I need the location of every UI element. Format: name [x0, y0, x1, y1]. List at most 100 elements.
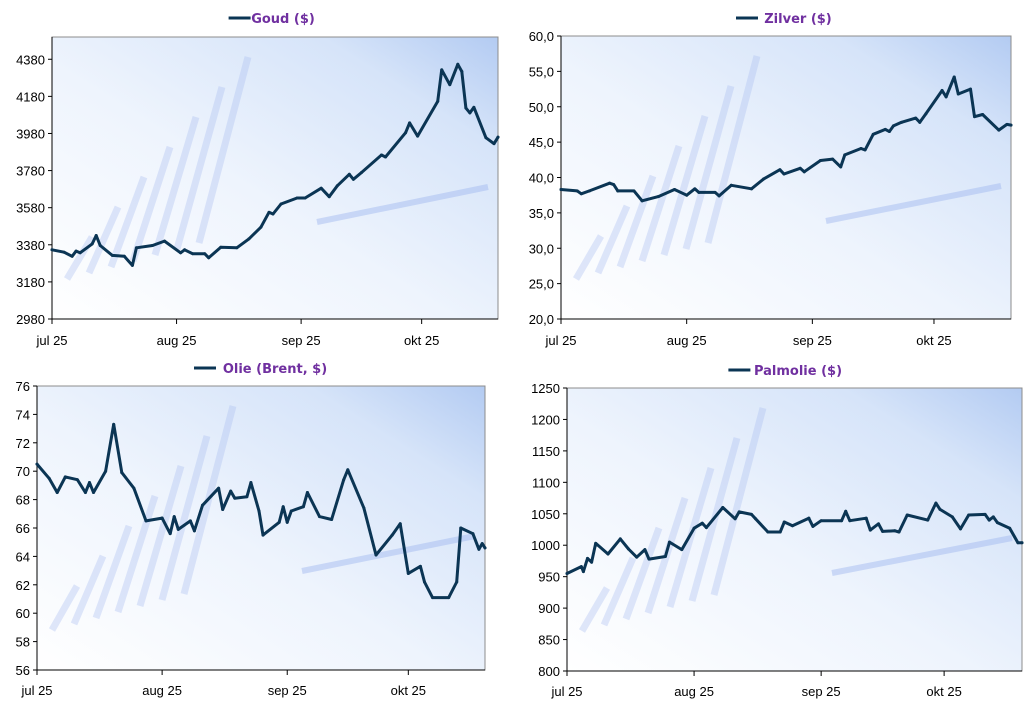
data-point [347, 172, 351, 176]
data-point [944, 95, 948, 99]
y-tick-label: 1250 [531, 381, 560, 396]
background-bar [594, 204, 631, 275]
background-bar [616, 174, 657, 269]
data-point [267, 210, 271, 214]
chart-title: Olie (Brent, $) [223, 362, 327, 377]
data-point [346, 468, 350, 472]
data-point [422, 580, 426, 584]
data-point [120, 471, 124, 475]
y-tick-label: 1200 [531, 412, 560, 427]
y-tick-label: 1150 [532, 444, 560, 459]
data-point [938, 507, 942, 511]
data-point [130, 263, 134, 267]
y-tick-label: 62 [16, 578, 30, 593]
data-point [778, 530, 782, 534]
data-point [893, 529, 897, 533]
data-point [203, 252, 207, 256]
series-line [50, 62, 500, 267]
data-point [997, 128, 1001, 132]
data-point [967, 513, 971, 517]
data-point [802, 170, 806, 174]
data-point [83, 491, 87, 494]
data-point [778, 168, 782, 172]
background-streak [831, 535, 1013, 576]
data-point [807, 516, 811, 520]
background-bar [158, 435, 211, 601]
background-bar [710, 407, 767, 596]
data-point [844, 509, 848, 513]
data-point [968, 87, 972, 91]
data-point [257, 509, 261, 513]
data-point [883, 127, 887, 131]
data-point [447, 596, 451, 600]
data-point [477, 547, 481, 551]
plot-background [52, 37, 498, 319]
data-point [952, 75, 956, 79]
background-bar [70, 554, 107, 626]
y-tick-label: 66 [16, 521, 30, 536]
data-point [416, 134, 420, 138]
background-bar [682, 85, 735, 250]
y-tick-label: 74 [16, 407, 30, 422]
data-point [692, 526, 696, 530]
background-bar [173, 86, 226, 250]
y-tick-label: 1000 [531, 538, 560, 553]
data-point [168, 532, 172, 536]
data-point [1020, 541, 1024, 545]
y-tick-label: 70 [16, 464, 30, 479]
data-point [35, 462, 39, 466]
y-tick-label: 64 [16, 549, 30, 564]
data-point [729, 183, 733, 187]
data-point [647, 557, 651, 561]
data-point [973, 115, 977, 119]
data-point [782, 520, 786, 524]
data-point [1016, 541, 1020, 545]
data-point [50, 248, 54, 252]
data-point [132, 486, 136, 490]
data-point [351, 177, 355, 181]
x-tick-label: aug 25 [142, 683, 182, 698]
background-bar [578, 586, 611, 633]
data-point [63, 475, 67, 479]
data-point [766, 530, 770, 534]
y-tick-label: 45,0 [529, 135, 554, 150]
data-point [259, 225, 263, 229]
y-tick-label: 50,0 [529, 100, 554, 115]
data-point [112, 422, 116, 426]
data-point [359, 171, 363, 175]
x-tick-label: sep 25 [282, 333, 321, 348]
data-point [75, 478, 79, 482]
data-point [448, 83, 452, 87]
y-tick-label: 3780 [16, 164, 45, 179]
data-point [673, 188, 677, 192]
background-bar [114, 494, 159, 614]
data-point [839, 165, 843, 169]
data-point [579, 565, 583, 569]
y-tick-label: 1100 [532, 475, 560, 490]
data-point [431, 596, 435, 600]
data-point [721, 505, 725, 509]
data-point [219, 245, 223, 249]
data-point [436, 99, 440, 103]
data-point [285, 520, 289, 524]
data-point [697, 190, 701, 194]
data-point [848, 519, 852, 523]
data-point [991, 515, 995, 519]
data-point [713, 190, 717, 194]
data-point [78, 251, 82, 255]
x-tick-label: okt 25 [404, 333, 439, 348]
data-point [606, 552, 610, 556]
background-bar [48, 584, 81, 632]
data-point [279, 202, 283, 206]
data-point [303, 196, 307, 200]
chart-goud: 2980 3180 3380 3580 3780 3980 4180 4380 jul 25 au… [16, 12, 500, 348]
data-point [160, 516, 164, 520]
data-point [70, 254, 74, 258]
data-point [217, 486, 221, 490]
data-point [496, 135, 500, 139]
data-point [840, 519, 844, 523]
data-point [859, 146, 863, 150]
background-streak [825, 183, 1002, 224]
data-point [864, 516, 868, 520]
